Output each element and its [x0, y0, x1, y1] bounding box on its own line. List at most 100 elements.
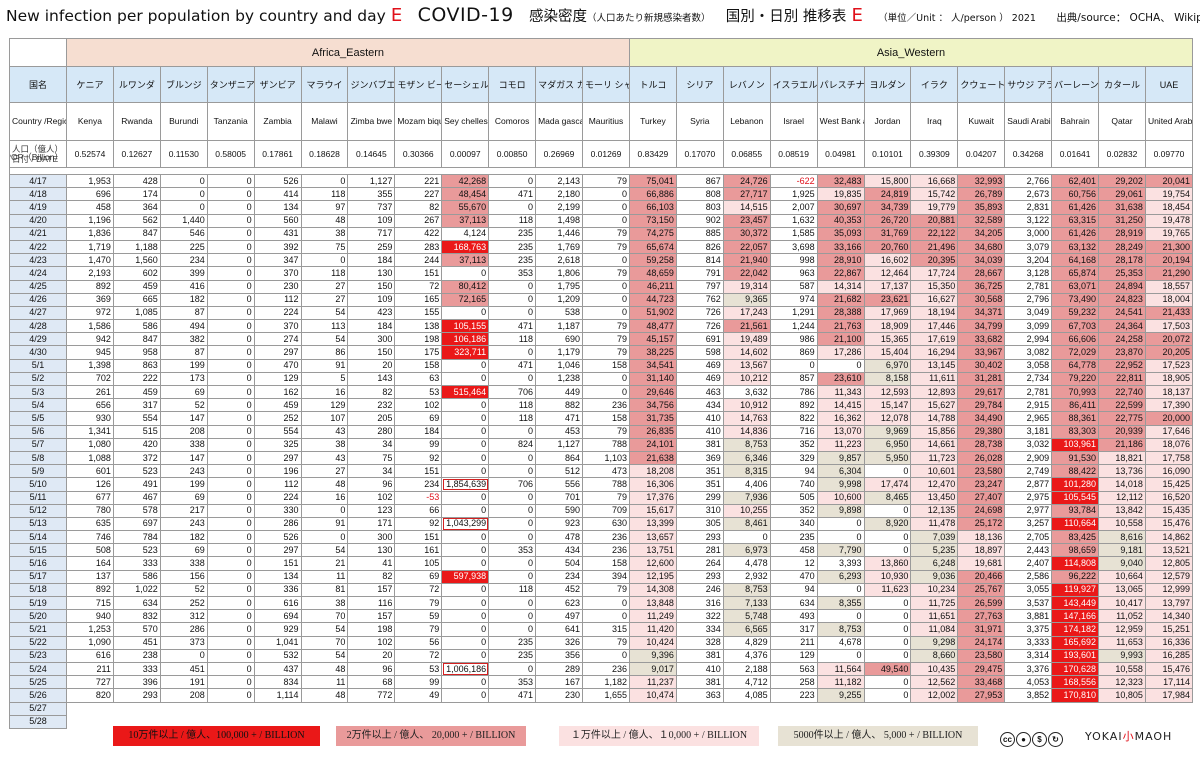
data-cell: 0: [441, 464, 490, 479]
data-cell: 0: [441, 530, 490, 545]
row-date: 5/12: [9, 503, 67, 518]
data-cell: 244: [394, 253, 443, 268]
data-cell: 0: [441, 398, 490, 413]
data-cell: 867: [675, 173, 724, 189]
table-row: 4/21 1,836 847 546 0 431 38 717 422 4,124 235 1,446…: [9, 226, 1194, 241]
data-cell: 234: [394, 477, 443, 492]
data-cell: 2,915: [1004, 398, 1053, 413]
data-cell: 22,599: [1098, 398, 1146, 413]
data-cell: 0: [206, 279, 255, 294]
data-cell: 322: [675, 609, 724, 624]
data-cell: 0: [206, 688, 255, 703]
title-e-mark: E: [390, 5, 403, 26]
en-label: Country /Region: [9, 102, 67, 141]
data-cell: 1,341: [66, 424, 114, 439]
row-date: 5/3: [9, 384, 67, 400]
data-cell: 170,810: [1051, 688, 1100, 703]
data-cell: 0: [206, 516, 255, 532]
row-date: 5/2: [9, 371, 67, 387]
data-cell: 191: [159, 675, 208, 690]
data-cell: 2,180: [535, 187, 583, 202]
data-cell: 17,523: [1144, 358, 1194, 373]
data-cell: 31,250: [1098, 213, 1146, 228]
data-cell: 1,560: [112, 253, 161, 268]
data-cell: 15,251: [1144, 622, 1194, 637]
data-cell: 0: [300, 173, 349, 189]
data-cell: 24,698: [957, 503, 1006, 518]
data-cell: 99: [394, 675, 443, 690]
data-cell: 0: [441, 266, 490, 281]
data-cell: 168,556: [1051, 675, 1100, 690]
population: 0.09770: [1144, 140, 1194, 168]
data-cell: 523: [112, 543, 161, 558]
data-cell: 79,220: [1051, 371, 1100, 387]
data-cell: 469: [675, 371, 724, 387]
data-cell: 326: [535, 635, 583, 650]
data-cell: 10,930: [863, 569, 912, 584]
data-cell: 109: [347, 213, 396, 228]
data-cell: 0: [816, 516, 865, 532]
data-cell: 27,763: [957, 609, 1006, 624]
data-cell: 601: [66, 464, 114, 479]
data-cell: 972: [66, 305, 114, 321]
data-cell: 0: [863, 530, 912, 545]
data-cell: 998: [769, 253, 818, 268]
table-row: 5/14 746 784 182 0 526 0 300 151 0 0 478 236 13,657 29…: [9, 530, 1194, 545]
data-cell: 112: [253, 477, 302, 492]
data-cell: -53: [394, 490, 443, 505]
data-cell: 3,204: [1004, 253, 1053, 268]
data-cell: 11,623: [863, 582, 912, 598]
data-cell: 347: [253, 253, 302, 268]
data-cell: 14,515: [722, 200, 771, 215]
data-cell: 351: [675, 477, 724, 492]
data-cell: 2,443: [1004, 543, 1053, 558]
data-cell: 8,753: [816, 622, 865, 637]
data-cell: 0: [206, 635, 255, 650]
data-cell: 217: [159, 503, 208, 518]
data-cell: 54: [300, 622, 349, 637]
data-cell: 0: [206, 477, 255, 492]
row-date: 5/1: [9, 358, 67, 373]
row-date: 5/8: [9, 450, 67, 466]
row-date: 4/25: [9, 279, 67, 294]
data-cell: 3,852: [1004, 688, 1053, 703]
data-cell: 83,303: [1051, 424, 1100, 439]
country-name-en: Israel: [769, 102, 818, 141]
data-cell: 86,411: [1051, 398, 1100, 413]
data-cell: 65,874: [1051, 266, 1100, 281]
data-cell: 11,223: [816, 437, 865, 452]
data-cell: 471: [488, 358, 537, 373]
data-cell: 452: [535, 582, 583, 598]
data-cell: 19,779: [910, 200, 959, 215]
data-cell: 25,172: [957, 516, 1006, 532]
data-cell: 82: [347, 569, 396, 584]
data-cell: 118: [488, 411, 537, 426]
data-cell: 634: [769, 595, 818, 611]
data-cell: 737: [347, 200, 396, 215]
data-cell: 13,567: [722, 358, 771, 373]
country-name-en: Qatar: [1098, 102, 1146, 141]
data-cell: 310: [675, 503, 724, 518]
data-cell: 59,258: [628, 253, 677, 268]
population: 0.30366: [394, 140, 443, 168]
data-cell: 33,166: [816, 239, 865, 255]
data-cell: 0: [206, 543, 255, 558]
data-cell: 0: [206, 582, 255, 598]
data-cell: 281: [675, 543, 724, 558]
data-cell: 66: [394, 503, 443, 518]
row-date: 5/13: [9, 516, 67, 532]
data-cell: 34,541: [628, 358, 677, 373]
data-cell: 562: [112, 213, 161, 228]
data-cell: 10,474: [628, 688, 677, 703]
data-cell: 110,664: [1051, 516, 1100, 532]
country-name-en: Kuwait: [957, 102, 1006, 141]
data-cell: 18,208: [628, 464, 677, 479]
data-cell: 3,632: [722, 384, 771, 400]
data-cell: 10,805: [1098, 688, 1146, 703]
data-cell: 394: [581, 569, 630, 584]
data-cell: 0: [206, 358, 255, 373]
data-cell: 14,415: [816, 398, 865, 413]
data-cell: 0: [206, 675, 255, 690]
data-cell: 10,417: [1098, 595, 1146, 611]
data-cell: 0: [441, 358, 490, 373]
